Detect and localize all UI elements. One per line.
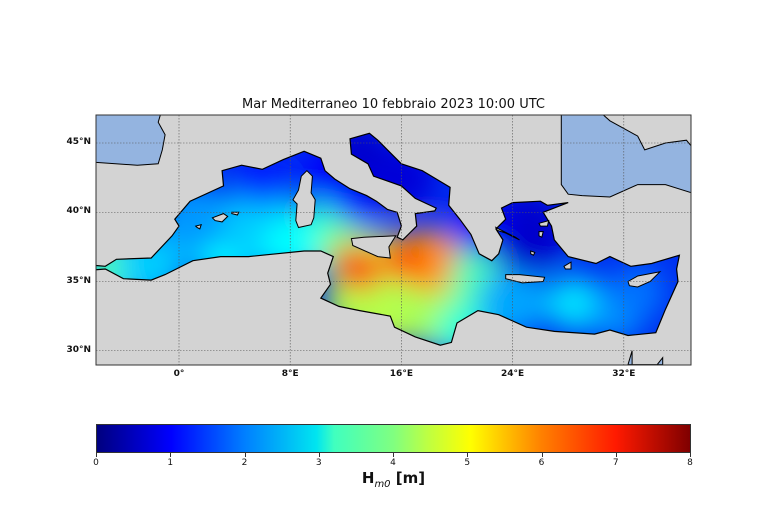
colorbar-tick-label: 1 (167, 458, 174, 468)
colorbar-tick-label: 4 (390, 458, 396, 468)
colorbar-tick-label: 8 (687, 458, 693, 468)
lon-label: 8°E (281, 369, 299, 379)
lat-label: 40°N (66, 206, 91, 217)
colorbar-tick-label: 7 (612, 458, 619, 468)
island-rhodes (563, 261, 572, 270)
island-sicily (350, 235, 397, 259)
wave-height-cell (547, 275, 603, 332)
atlantic-water (96, 115, 166, 166)
wave-height-cell (331, 245, 369, 282)
island-menorca (231, 211, 240, 216)
colorbar-tick (170, 453, 172, 457)
lon-label: 0° (173, 369, 185, 379)
island-corsica-sardinia (292, 169, 316, 229)
lat-label: 35°N (66, 275, 91, 286)
colorbar-tick-label: 2 (241, 458, 248, 468)
colorbar-tick (318, 453, 320, 457)
lon-label: 32°E (612, 369, 636, 379)
colorbar-tick (393, 453, 394, 457)
island-lesbos (538, 219, 550, 227)
colorbar-tick (467, 453, 469, 457)
colorbar-tick (244, 453, 246, 457)
colorbar-tick (96, 453, 97, 457)
map-frame (95, 114, 692, 366)
lon-label: 24°E (501, 369, 525, 379)
colorbar-tick (615, 453, 617, 457)
colorbar-tick-label: 6 (538, 458, 545, 468)
coastline (96, 132, 681, 346)
colorbar-tick-label: 5 (464, 458, 471, 468)
map-title: Mar Mediterraneo 10 febbraio 2023 10:00 … (242, 97, 545, 112)
colorbar-tick-label: 3 (315, 458, 322, 468)
colorbar-tick (690, 453, 691, 457)
island-naxos (530, 250, 536, 256)
colorbar-label: Hm0 [m] (361, 469, 426, 490)
lat-label: 30°N (66, 344, 91, 355)
lon-label: 16°E (389, 369, 413, 379)
colorbar (96, 424, 691, 453)
colorbar-tick (541, 453, 543, 457)
island-chios (538, 231, 544, 238)
island-mallorca (211, 213, 229, 223)
colorbar-tick-label: 0 (93, 458, 99, 468)
island-ibiza (194, 223, 202, 230)
island-cyprus (627, 271, 662, 288)
lat-label: 45°N (66, 137, 91, 147)
